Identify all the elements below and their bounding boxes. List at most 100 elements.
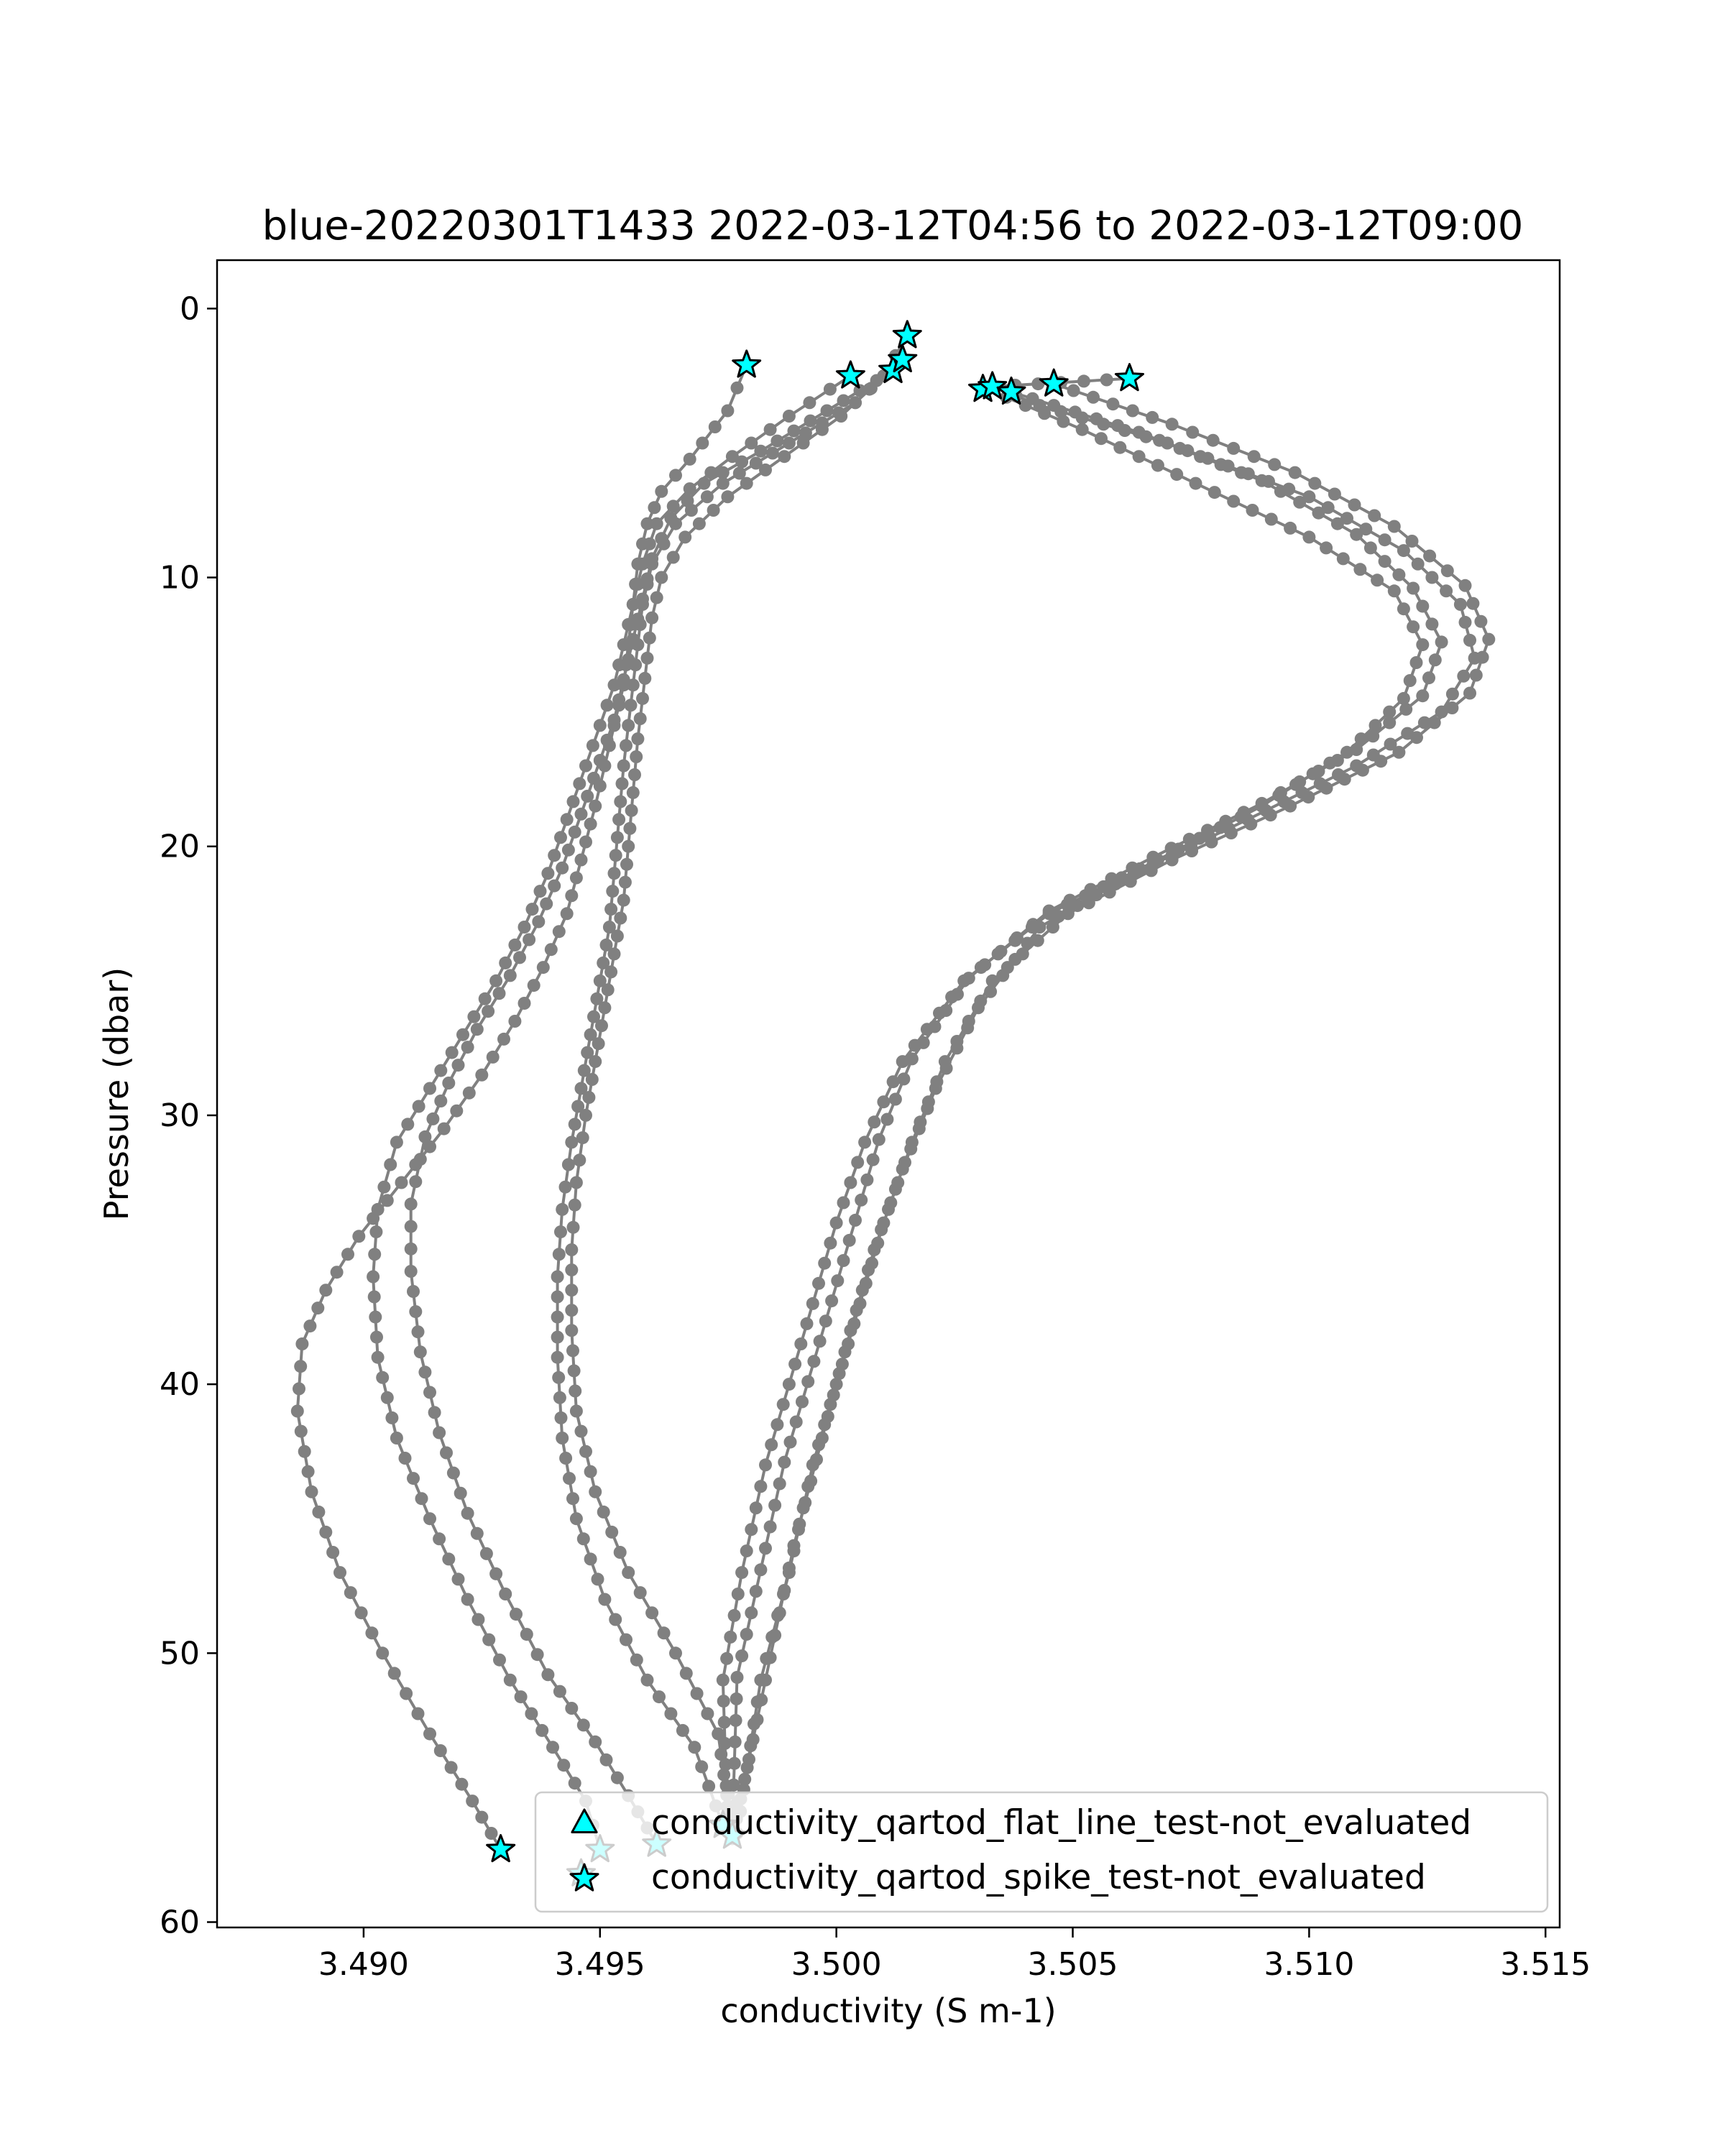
data-point [630,750,643,763]
data-point [763,423,777,436]
data-point [492,987,506,1000]
data-point [897,1072,911,1086]
data-point [617,673,630,686]
y-tick-label: 40 [160,1366,200,1403]
flag-marker [835,360,865,389]
data-point [849,1213,862,1227]
data-point [567,1364,581,1378]
data-point [1407,581,1420,595]
y-tick-label: 50 [160,1635,200,1672]
data-point [1397,544,1410,558]
data-point [503,1673,517,1687]
data-point [696,436,709,450]
data-point [1052,910,1065,923]
data-point [643,537,656,550]
data-point [568,1777,581,1790]
data-point [850,1304,863,1317]
data-point [365,1626,379,1640]
data-point [838,1345,852,1359]
data-point [1366,729,1380,743]
data-point [782,1378,796,1391]
data-point [1392,745,1406,759]
data-point [499,1588,512,1600]
data-point [617,638,630,652]
data-point [326,1546,340,1559]
data-point [404,1197,418,1211]
data-point [523,933,536,946]
data-point [787,1539,801,1552]
data-point [566,795,580,808]
data-point [628,768,641,781]
data-point [631,732,645,746]
data-point [576,1131,589,1145]
data-point [1268,458,1282,471]
data-point [1241,467,1255,481]
data-point [1284,521,1297,535]
data-point [577,1064,591,1077]
data-point [872,1133,886,1146]
data-point [568,1118,581,1131]
data-point [573,777,586,791]
data-point [799,426,812,440]
data-point [1010,931,1024,944]
data-point [404,1242,418,1256]
data-point [514,1690,528,1704]
data-point [815,423,829,436]
data-point [380,1391,394,1404]
flag-marker [1039,368,1069,397]
data-point [607,947,621,961]
data-point [1397,691,1410,705]
data-point [768,1498,782,1512]
data-point [554,831,567,844]
data-point [600,699,614,712]
data-point [851,1156,865,1169]
data-point [622,1566,635,1580]
data-point [411,1325,425,1339]
data-point [1201,451,1215,465]
data-point [532,915,546,929]
data-point [478,992,492,1005]
data-point [650,517,663,530]
data-point [489,1567,503,1580]
x-tick-label: 3.500 [791,1946,882,1983]
data-point [1100,373,1113,387]
data-point [525,903,539,916]
data-point [636,691,649,705]
data-point [595,1019,608,1033]
data-point [1474,614,1488,628]
data-point [888,1092,902,1106]
data-point [574,807,588,821]
data-point [770,434,784,448]
data-point [796,1395,809,1409]
data-point [849,396,862,410]
data-point [880,1112,894,1126]
data-point [978,958,992,972]
data-point [778,1584,791,1597]
data-point [636,557,649,571]
data-point [727,1778,740,1792]
data-point [581,789,594,803]
data-point [558,1180,572,1194]
data-point [461,1593,474,1606]
data-point [1353,563,1367,576]
data-point [614,911,627,925]
data-point [1359,522,1373,536]
y-axis-ticks: 0 10 20 30 40 50 60 [160,290,217,1941]
data-point [655,484,668,498]
data-point [633,618,647,631]
data-point [607,678,621,692]
data-point [556,1432,569,1445]
data-point [1146,857,1160,871]
x-tick-label: 3.505 [1028,1946,1118,1983]
data-point [565,1702,579,1715]
data-point [742,1753,755,1766]
data-point [877,1095,891,1109]
data-point [290,1404,304,1418]
data-point [1008,952,1022,966]
data-point [518,921,531,934]
data-point [566,1344,579,1358]
data-point [579,835,592,849]
data-point [939,1061,953,1075]
data-point [636,598,649,611]
data-point [434,1064,448,1077]
